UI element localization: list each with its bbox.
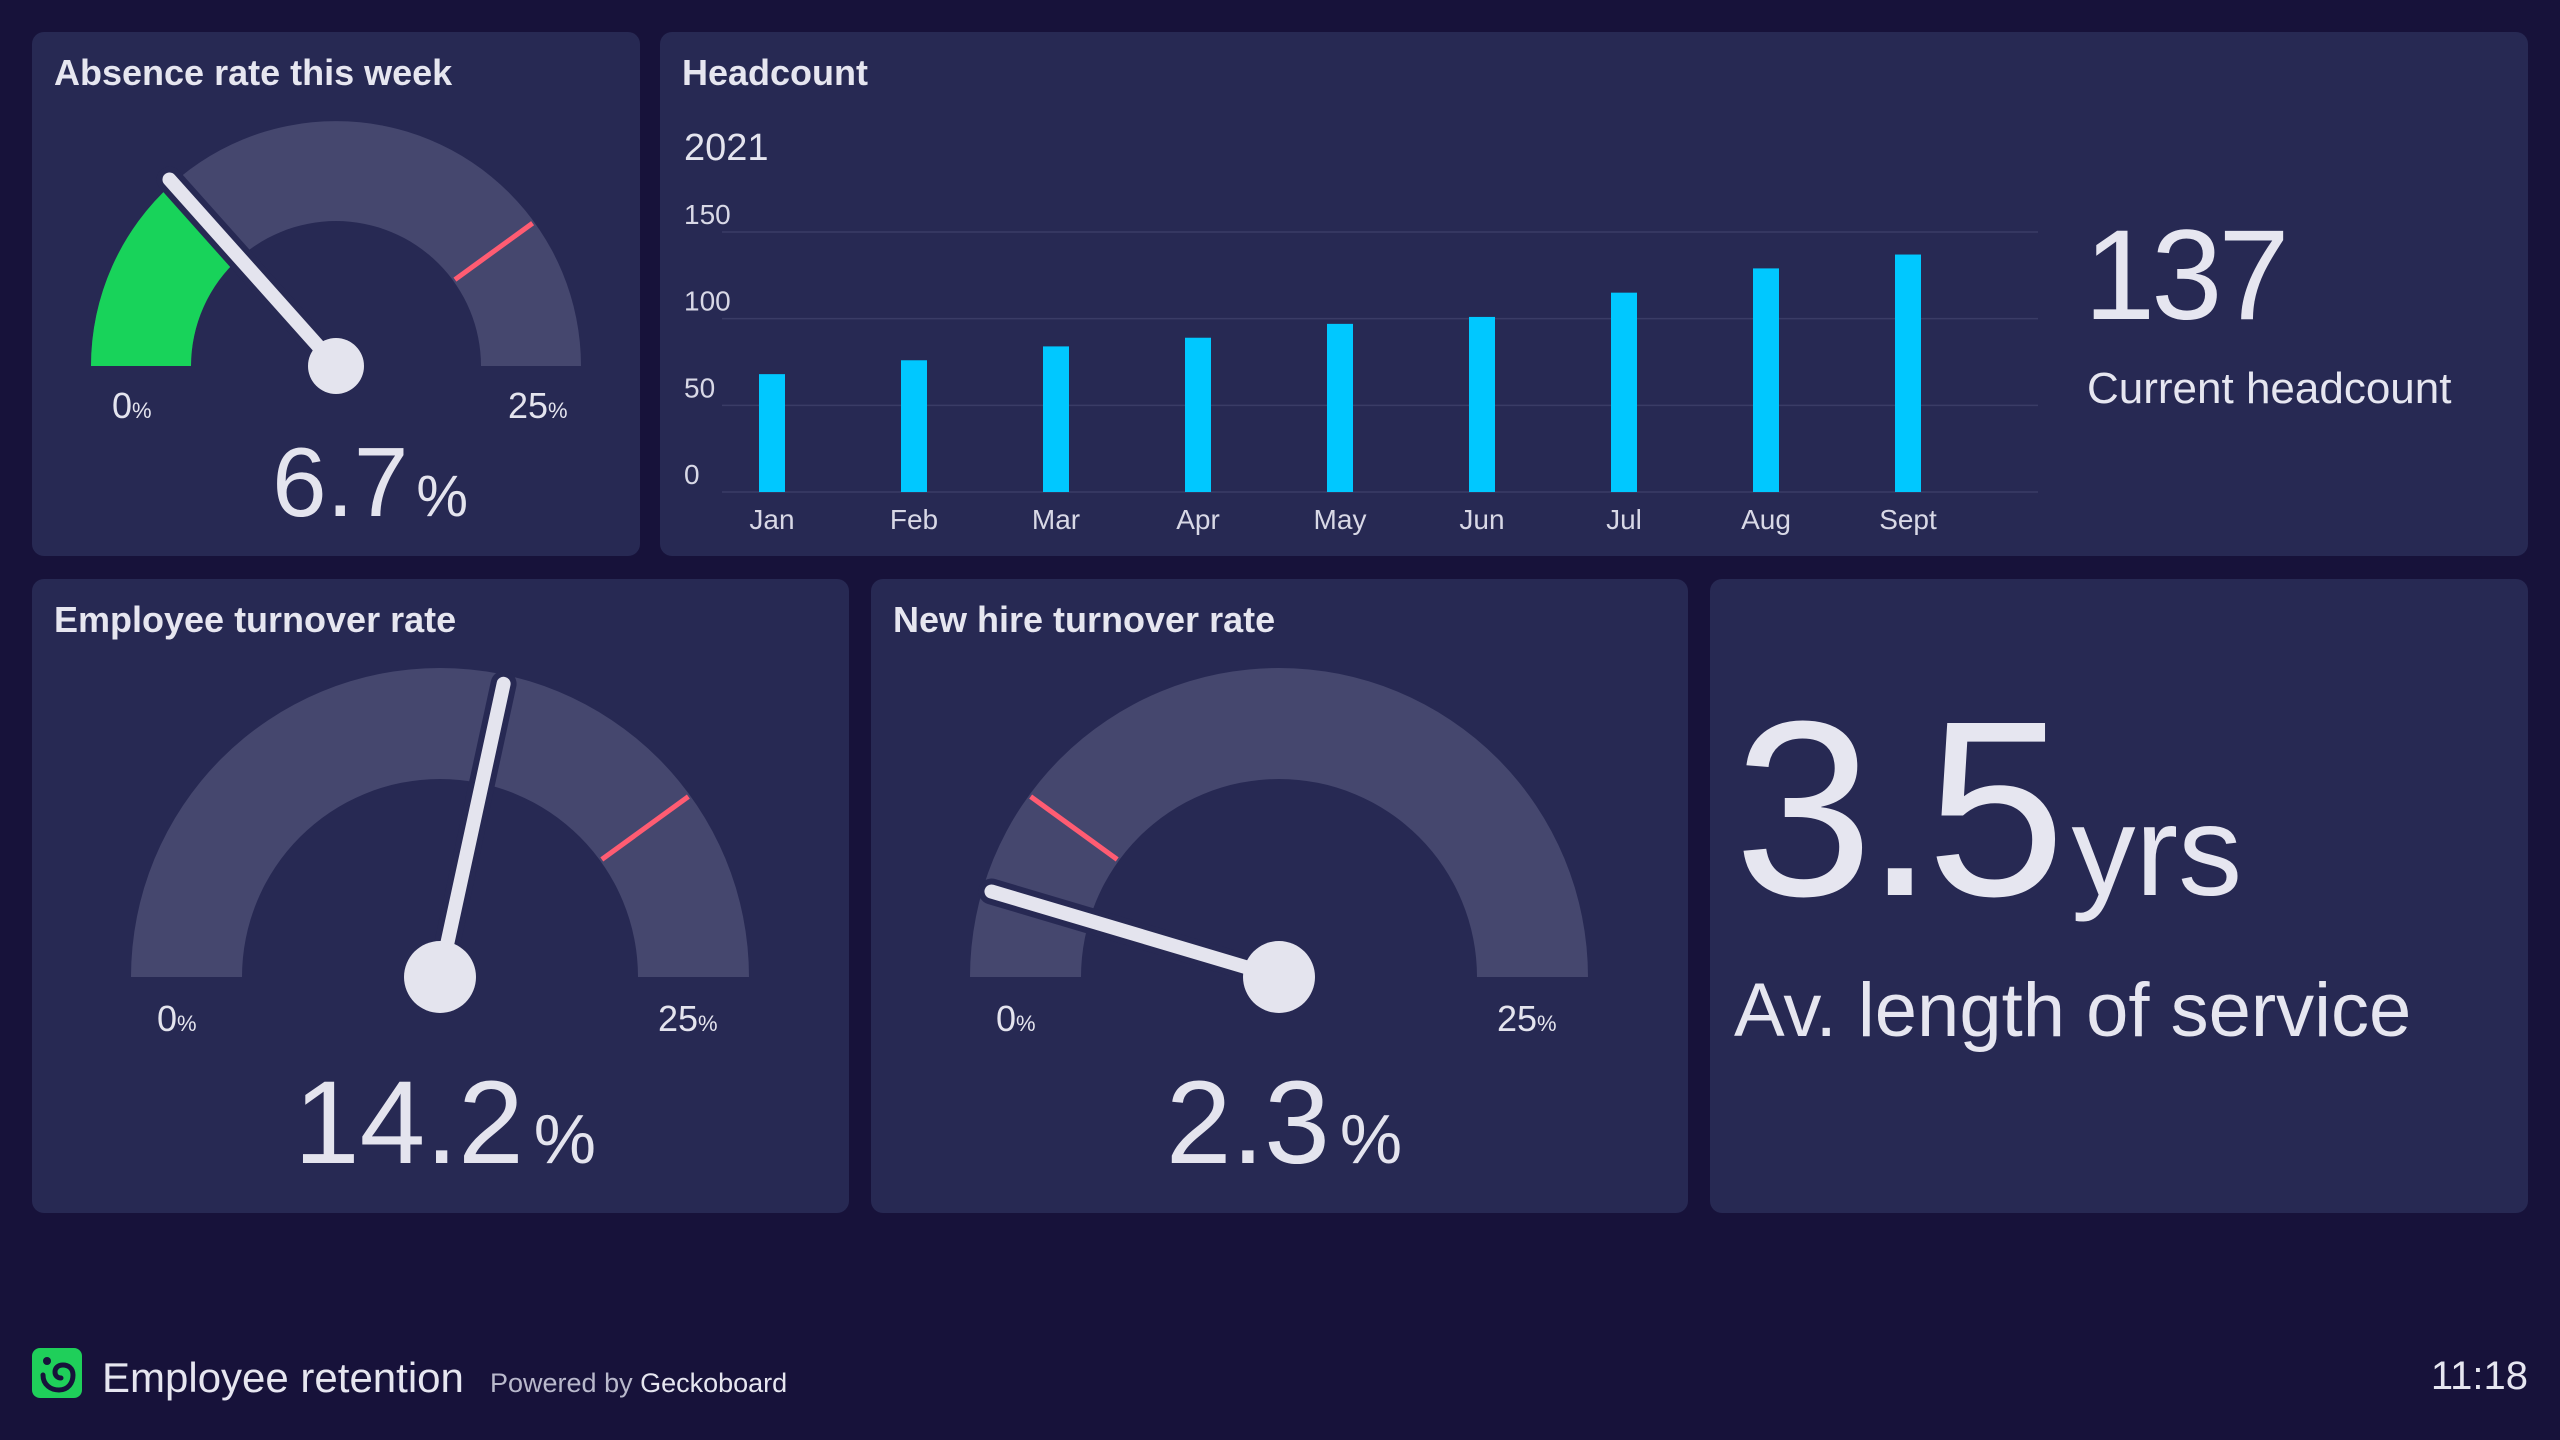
service-label: Av. length of service [1734, 968, 2412, 1053]
gauge-needle-hub [308, 338, 364, 394]
gauge-threshold-marker [453, 221, 535, 282]
gauge-track [91, 121, 581, 366]
service-value: 3.5 yrs [1734, 684, 2243, 991]
gauge-min-label: 0% [996, 998, 1036, 1039]
absence-gauge: 0% 25% 6.7% [91, 121, 581, 537]
bar-sept [1895, 254, 1921, 492]
gauge-needle [433, 676, 511, 984]
bar-jan [759, 374, 785, 492]
gauge-min-label: 0% [157, 998, 197, 1039]
current-headcount-label: Current headcount [2087, 364, 2452, 413]
length-of-service-widget: 3.5 yrs Av. length of service [1710, 579, 2528, 1213]
chart-title: 2021 [684, 127, 769, 169]
gauge-track [970, 668, 1588, 977]
x-tick-label: Jan [749, 504, 794, 535]
clock: 11:18 [2430, 1354, 2528, 1398]
gauge-needle-hub [1243, 941, 1315, 1013]
employee-turnover-widget: Employee turnover rate 0% 25% 14.2% [32, 579, 849, 1213]
bar-aug [1753, 268, 1779, 492]
widget-title: Headcount [682, 52, 869, 93]
bar-mar [1043, 346, 1069, 492]
gauge-max-label: 25% [1497, 998, 1557, 1039]
new-hire-turnover-gauge: 0% 25% 2.3% [970, 668, 1588, 1189]
new-hire-turnover-widget: New hire turnover rate 0% 25% 2.3% [871, 579, 1688, 1213]
x-tick-label: Jul [1606, 504, 1642, 535]
gauge-needle [984, 884, 1286, 984]
x-tick-label: Mar [1032, 504, 1080, 535]
dashboard-title: Employee retention [102, 1354, 464, 1401]
x-tick-label: Aug [1741, 504, 1791, 535]
powered-by-brand: Geckoboard [640, 1368, 788, 1398]
gauge-needle-hub [404, 941, 476, 1013]
widget-title: Employee turnover rate [54, 599, 457, 640]
widget-title: Absence rate this week [54, 52, 453, 93]
y-tick-label: 150 [684, 199, 731, 230]
headcount-widget: Headcount 2021 0 50 100 150 Jan Feb Mar Apr May… [660, 32, 2528, 556]
gauge-value: 2.3% [1166, 1057, 1402, 1189]
gecko-icon [40, 1357, 76, 1393]
gauge-min-label: 0% [112, 385, 152, 426]
x-tick-label: Jun [1459, 504, 1504, 535]
gauge-needle [162, 172, 343, 373]
powered-by: Powered by Geckoboard [490, 1368, 788, 1398]
gauge-threshold-marker [1029, 794, 1119, 862]
bar-apr [1185, 337, 1211, 492]
x-tick-label: Apr [1176, 504, 1220, 535]
service-unit: yrs [2071, 780, 2243, 923]
current-headcount-value: 137 [2084, 204, 2290, 347]
y-tick-label: 50 [684, 372, 715, 403]
bar-jul [1611, 292, 1637, 492]
y-tick-label: 0 [684, 459, 700, 490]
x-tick-label: Feb [890, 504, 938, 535]
bar-may [1327, 323, 1353, 492]
gauge-value: 14.2% [294, 1057, 596, 1189]
headcount-bar-chart: 2021 0 50 100 150 Jan Feb Mar Apr May Jun Jul Aug S… [684, 127, 2038, 535]
service-number: 3.5 [1734, 669, 2066, 948]
bar-feb [901, 360, 927, 492]
employee-turnover-gauge: 0% 25% 14.2% [131, 668, 749, 1189]
gauge-track [131, 668, 749, 977]
y-tick-label: 100 [684, 286, 731, 317]
widget-title: New hire turnover rate [893, 599, 1276, 640]
gauge-value: 6.7% [272, 427, 468, 537]
gauge-threshold-marker [600, 794, 690, 862]
geckoboard-logo [32, 1348, 82, 1398]
absence-rate-widget: Absence rate this week 0% 25% 6.7% [32, 32, 640, 556]
bar-jun [1469, 316, 1495, 492]
x-tick-label: May [1314, 504, 1367, 535]
x-tick-label: Sept [1879, 504, 1937, 535]
gauge-max-label: 25% [658, 998, 718, 1039]
gauge-max-label: 25% [508, 385, 568, 426]
